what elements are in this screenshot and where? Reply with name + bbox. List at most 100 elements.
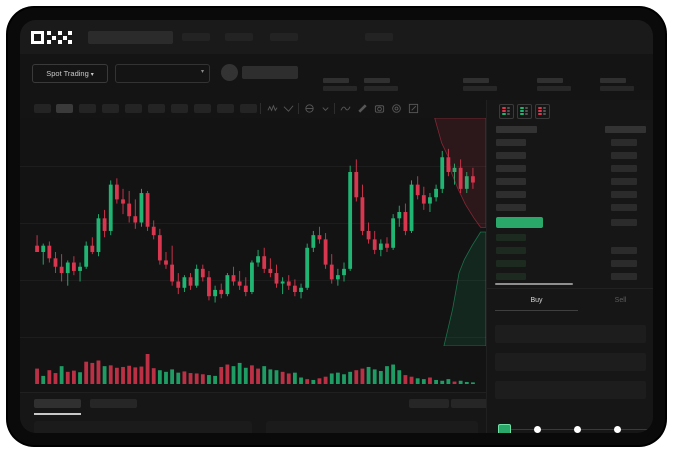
tab-sell[interactable]: Sell (614, 297, 627, 304)
orderbook-bid-row[interactable] (496, 260, 526, 267)
trend-line-icon[interactable] (283, 103, 294, 114)
tablet-device-frame: Spot Trading ▾ ▾ (8, 8, 665, 445)
nav-item-2[interactable] (225, 33, 253, 41)
orderbook-ask-row[interactable] (496, 191, 526, 198)
action-1[interactable] (409, 399, 449, 408)
timeframe-10[interactable] (240, 104, 257, 113)
okx-logo-icon[interactable] (31, 31, 75, 44)
orderbook-last-price (496, 217, 543, 228)
total-field[interactable] (495, 381, 646, 399)
stat-value (600, 86, 634, 91)
active-tab-underline (34, 413, 81, 415)
indicator-icon[interactable] (267, 103, 278, 114)
chevron-down-icon: ▾ (90, 72, 94, 78)
slider-stop-50[interactable] (574, 426, 581, 433)
fullscreen-icon[interactable] (408, 103, 419, 114)
action-2[interactable] (451, 399, 491, 408)
orderbook-asks-icon[interactable] (535, 104, 550, 119)
orderbook-ask-amount (611, 191, 637, 198)
pair-label (242, 66, 298, 79)
orderbook-ask-row[interactable] (496, 165, 526, 172)
nav-item-3[interactable] (270, 33, 298, 41)
magnet-icon[interactable] (357, 103, 368, 114)
active-tab-underline (495, 310, 578, 312)
timeframe-5[interactable] (125, 104, 142, 113)
orderbook-bid-row[interactable] (496, 234, 526, 241)
stat-value (537, 86, 571, 91)
orderbook-ask-amount (611, 139, 637, 146)
amount-field[interactable] (495, 353, 646, 371)
stat-label (600, 78, 626, 83)
orderbook-bid-amount (611, 260, 637, 267)
orderbook-ask-row[interactable] (496, 204, 526, 211)
app-screen: Spot Trading ▾ ▾ (20, 20, 653, 433)
market-mode-dropdown[interactable]: Spot Trading ▾ (32, 64, 108, 83)
tab-buy[interactable]: Buy (530, 297, 543, 304)
tab-order-history[interactable] (90, 399, 137, 408)
orderbook-scrollbar[interactable] (495, 283, 573, 285)
bottom-panel (20, 392, 491, 433)
orderbook-both-icon[interactable] (499, 104, 514, 119)
chevron-down-icon[interactable] (320, 103, 331, 114)
orderbook-last-amount (611, 219, 637, 226)
timeframe-9[interactable] (217, 104, 234, 113)
grid-line (20, 223, 486, 224)
timeframe-1[interactable] (34, 104, 51, 113)
timeframe-7[interactable] (171, 104, 188, 113)
fib-icon[interactable] (304, 103, 315, 114)
trade-form: Buy Sell (486, 288, 653, 433)
nav-item-1[interactable] (182, 33, 210, 41)
stat-label (364, 78, 390, 83)
assets-card[interactable] (266, 421, 478, 433)
app-header (20, 20, 653, 54)
timeframe-6[interactable] (148, 104, 165, 113)
stat-value (323, 86, 357, 91)
volume-series (35, 354, 475, 384)
stat-value (364, 86, 398, 91)
depth-overlay (432, 118, 486, 346)
coin-icon (221, 64, 238, 81)
orderbook-ask-amount (611, 178, 637, 185)
market-mode-label: Spot Trading (46, 69, 89, 78)
slider-stop-75[interactable] (614, 426, 621, 433)
line-chart-icon[interactable] (340, 103, 351, 114)
stat-value (463, 86, 497, 91)
orderbook-ask-row[interactable] (496, 139, 526, 146)
grid-line (20, 337, 486, 338)
orderbook-column-header (605, 126, 646, 133)
stat-label (537, 78, 563, 83)
search-input[interactable] (88, 31, 173, 44)
timeframe-8[interactable] (194, 104, 211, 113)
chevron-down-icon: ▾ (200, 69, 204, 75)
toolbar-divider (334, 103, 335, 114)
grid-line (20, 166, 486, 167)
stat-label (323, 78, 349, 83)
candlestick-series (35, 148, 475, 303)
camera-icon[interactable] (374, 103, 385, 114)
timeframe-4[interactable] (102, 104, 119, 113)
orderbook-ask-amount (611, 152, 637, 159)
toolbar-divider (298, 103, 299, 114)
orderbook-ask-row[interactable] (496, 152, 526, 159)
orderbook-ask-row[interactable] (496, 178, 526, 185)
nav-item-4[interactable] (365, 33, 393, 41)
timeframe-2[interactable] (56, 104, 73, 113)
price-chart[interactable] (20, 118, 486, 392)
pair-select-dropdown[interactable]: ▾ (115, 64, 210, 83)
orderbook-bid-amount (611, 273, 637, 280)
orderbook-bids-icon[interactable] (517, 104, 532, 119)
orderbook-bid-row[interactable] (496, 247, 526, 254)
timeframe-3[interactable] (79, 104, 96, 113)
tab-open-orders[interactable] (34, 399, 81, 408)
orderbook-bid-amount (611, 247, 637, 254)
slider-stop-25[interactable] (534, 426, 541, 433)
slider-handle[interactable] (498, 424, 511, 433)
toolbar-divider (260, 103, 261, 114)
orderbook-column-header (496, 126, 537, 133)
price-field[interactable] (495, 325, 646, 343)
settings-icon[interactable] (391, 103, 402, 114)
orderbook-ask-amount (611, 165, 637, 172)
orderbook-bid-row[interactable] (496, 273, 526, 280)
order-book-panel (486, 100, 653, 288)
orders-card[interactable] (34, 421, 252, 433)
